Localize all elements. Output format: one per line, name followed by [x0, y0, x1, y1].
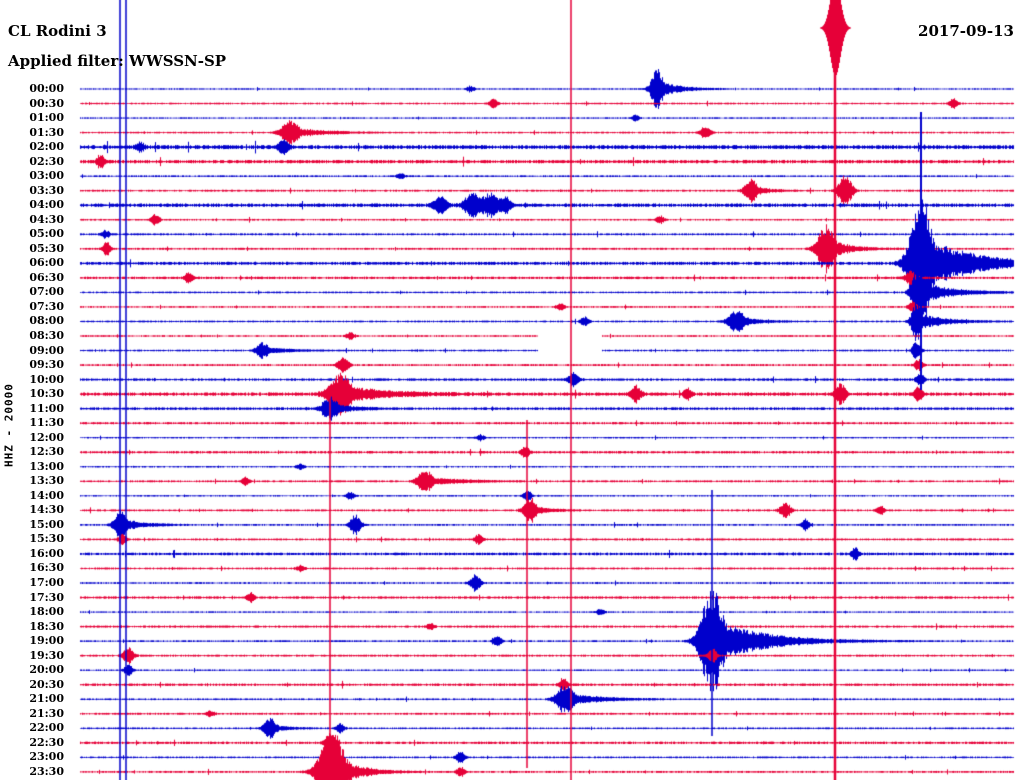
time-label: 23:00 [29, 750, 64, 764]
time-label: 16:30 [29, 561, 64, 575]
time-label: 12:30 [29, 445, 64, 459]
time-label: 21:30 [29, 706, 64, 720]
time-label: 04:00 [29, 198, 64, 212]
time-label: 05:30 [29, 241, 64, 255]
time-label: 23:30 [29, 764, 64, 778]
time-label: 21:00 [29, 692, 64, 706]
time-label: 02:30 [29, 154, 64, 168]
time-label: 09:30 [29, 358, 64, 372]
time-label: 10:30 [29, 387, 64, 401]
time-label: 04:30 [29, 212, 64, 226]
time-label: 08:30 [29, 329, 64, 342]
time-axis: 00:00 00:30 01:00 01:30 02:00 02:30 03:00 03:30… [0, 0, 76, 780]
time-label: 08:00 [29, 314, 64, 328]
time-label: 17:30 [29, 590, 64, 604]
time-label: 09:00 [29, 343, 64, 357]
time-label: 05:00 [29, 227, 64, 241]
time-label: 16:00 [29, 546, 64, 560]
date-label: 2017-09-13 [918, 22, 1014, 40]
time-label: 03:30 [29, 183, 64, 197]
time-label: 14:30 [29, 503, 64, 517]
time-label: 22:00 [29, 721, 64, 735]
time-label: 19:30 [29, 648, 64, 662]
time-label: 00:30 [29, 96, 64, 110]
time-label: 11:30 [29, 416, 64, 430]
time-label: 07:00 [29, 285, 64, 299]
time-label: 01:30 [29, 125, 64, 139]
time-label: 00:00 [29, 82, 64, 95]
time-label: 18:00 [29, 605, 64, 619]
time-label: 20:00 [29, 663, 64, 677]
time-label: 06:00 [29, 256, 64, 270]
time-label: 18:30 [29, 619, 64, 633]
time-label: 19:00 [29, 634, 64, 648]
time-label: 03:00 [29, 169, 64, 183]
time-label: 11:00 [29, 401, 64, 415]
time-label: 10:00 [29, 372, 64, 386]
time-label: 01:00 [29, 111, 64, 125]
time-label: 07:30 [29, 299, 64, 313]
filter-label: Applied filter: WWSSN-SP [8, 52, 227, 70]
station-title: CL Rodini 3 [8, 22, 107, 40]
time-label: 06:30 [29, 270, 64, 284]
time-label: 20:30 [29, 677, 64, 691]
time-label: 17:00 [29, 576, 64, 590]
time-label: 13:30 [29, 474, 64, 488]
time-label: 14:00 [29, 488, 64, 502]
time-label: 15:00 [29, 517, 64, 531]
time-label: 22:30 [29, 735, 64, 749]
time-label: 12:00 [29, 430, 64, 444]
time-label: 15:30 [29, 532, 64, 546]
time-label: 13:00 [29, 459, 64, 473]
time-label: 02:00 [29, 140, 64, 154]
